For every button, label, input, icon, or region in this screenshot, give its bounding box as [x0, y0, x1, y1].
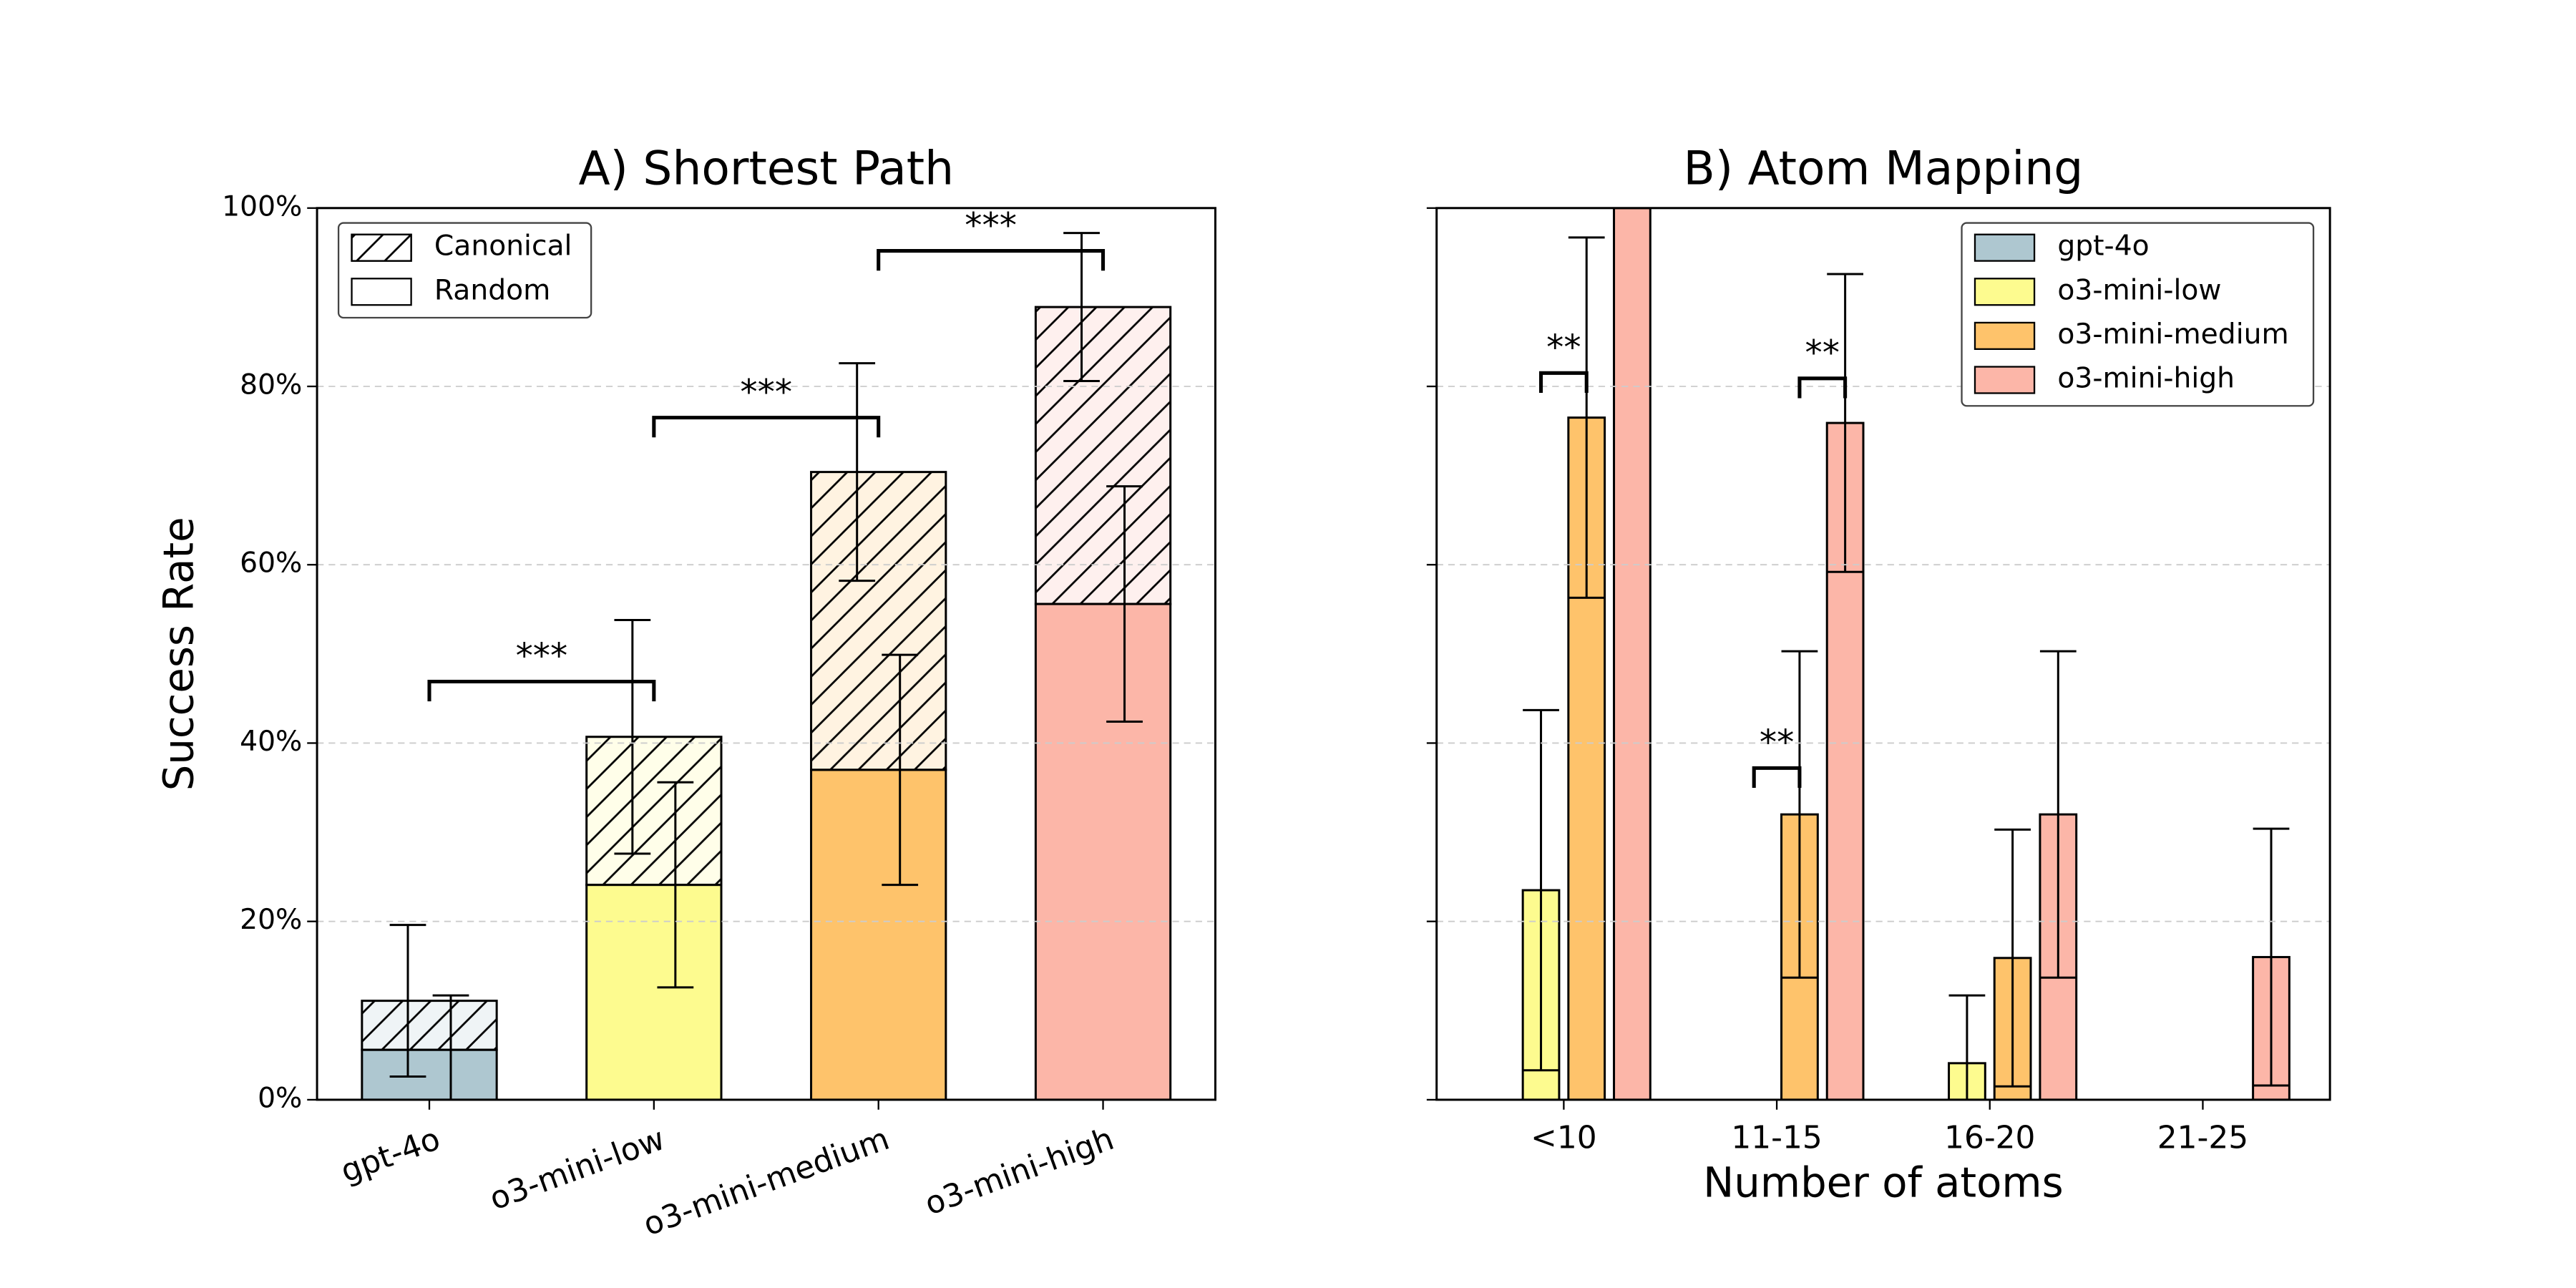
bar-random — [585, 884, 723, 1100]
significance-bracket — [877, 249, 1106, 271]
bar-random — [810, 769, 947, 1100]
bar-random — [1034, 602, 1172, 1100]
bar-canonical-hatch — [810, 471, 947, 771]
legend-label: o3-mini-medium — [2057, 318, 2288, 351]
chart-title: A) Shortest Path — [578, 142, 954, 196]
error-bar — [614, 618, 651, 855]
error-bar — [1994, 828, 2031, 1088]
error-bar — [1781, 650, 1818, 979]
error-bar — [657, 781, 694, 989]
legend-swatch — [1974, 321, 2036, 350]
error-bar — [2039, 650, 2077, 979]
x-tick-label: 21-25 — [2157, 1119, 2248, 1156]
bar-canonical-hatch — [361, 1000, 498, 1051]
error-bar — [882, 653, 919, 887]
error-bar — [2253, 827, 2290, 1087]
x-tick-label: <10 — [1531, 1119, 1597, 1156]
error-bar — [432, 994, 469, 1100]
significance-label: ** — [1805, 333, 1840, 373]
legend-box — [1961, 222, 2315, 407]
error-bar — [1063, 232, 1100, 383]
error-bar — [389, 924, 426, 1078]
legend-label: Canonical — [434, 230, 572, 263]
y-tick-label: 40% — [240, 726, 302, 758]
bar — [1613, 208, 1652, 1100]
bar-canonical-hatch — [585, 736, 723, 887]
significance-label: ** — [1546, 328, 1581, 368]
legend-swatch-hatch — [351, 233, 412, 262]
error-bar — [1106, 485, 1143, 723]
legend-label: o3-mini-high — [2057, 363, 2235, 395]
legend-label: o3-mini-low — [2057, 274, 2221, 306]
bar-random — [361, 1048, 498, 1100]
error-bar — [1827, 273, 1864, 573]
plot-area — [1521, 208, 2290, 1100]
significance-bracket — [652, 416, 881, 438]
legend-label: gpt-4o — [2057, 230, 2149, 263]
legend-label: Random — [434, 274, 550, 306]
significance-label: ** — [1760, 723, 1794, 763]
significance-bracket — [427, 679, 656, 702]
y-tick-label: 100% — [222, 190, 302, 223]
legend-swatch — [1974, 233, 2036, 262]
significance-bracket — [1752, 766, 1802, 789]
y-tick-label: 80% — [240, 369, 302, 401]
axes-frame — [316, 207, 1216, 1101]
x-axis-label: Number of atoms — [1703, 1158, 2064, 1207]
axes-frame — [1435, 207, 2331, 1101]
error-bar — [1948, 994, 1986, 1100]
plot-area — [361, 232, 1172, 1100]
legend-swatch — [1974, 366, 2036, 394]
error-bar — [839, 362, 876, 582]
chart-title: B) Atom Mapping — [1684, 142, 2084, 196]
y-tick-label: 0% — [258, 1082, 302, 1114]
legend-swatch — [1974, 278, 2036, 306]
y-tick-label: 60% — [240, 547, 302, 580]
y-axis-label: Success Rate — [154, 517, 203, 791]
error-bar — [1568, 236, 1605, 599]
significance-bracket — [1797, 376, 1848, 399]
x-tick-label: 11-15 — [1731, 1119, 1822, 1156]
error-bar — [1523, 708, 1559, 1072]
y-tick-label: 20% — [240, 904, 302, 936]
significance-label: *** — [965, 205, 1017, 245]
significance-bracket — [1539, 371, 1589, 393]
bar-canonical-hatch — [1034, 306, 1172, 605]
legend-swatch — [351, 278, 412, 306]
x-tick-label: 16-20 — [1944, 1119, 2035, 1156]
significance-label: *** — [516, 636, 568, 676]
significance-label: *** — [740, 372, 792, 412]
